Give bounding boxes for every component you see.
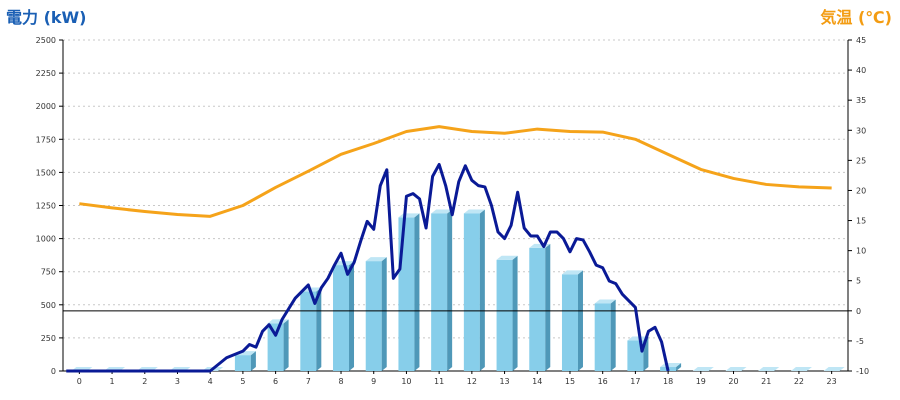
right-tick-label: 35	[856, 96, 866, 105]
bar	[398, 217, 415, 371]
bar-side	[349, 261, 355, 371]
x-tick-label: 7	[306, 377, 311, 386]
x-tick-label: 14	[532, 377, 542, 386]
right-tick-label: -10	[856, 367, 869, 376]
bar	[234, 355, 251, 371]
bar-side	[414, 213, 420, 371]
bar-top	[431, 209, 453, 214]
right-tick-label: 45	[856, 36, 866, 45]
x-tick-label: 15	[565, 377, 575, 386]
bar	[627, 340, 644, 371]
bar-top	[561, 270, 583, 275]
bar-top	[594, 299, 616, 304]
right-tick-label: 0	[856, 307, 861, 316]
bar	[267, 323, 284, 371]
left-tick-label: 2000	[36, 102, 56, 111]
x-tick-label: 3	[175, 377, 180, 386]
left-tick-label: 2500	[36, 36, 56, 45]
bar-side	[676, 363, 682, 371]
left-tick-label: 750	[41, 268, 56, 277]
x-tick-label: 11	[434, 377, 444, 386]
x-tick-label: 0	[77, 377, 82, 386]
bar	[594, 303, 611, 371]
bar	[463, 213, 480, 371]
bar-top	[758, 367, 780, 371]
x-tick-label: 12	[467, 377, 477, 386]
right-tick-label: -5	[856, 337, 864, 346]
right-tick-label: 15	[856, 217, 866, 226]
bar-side	[283, 319, 289, 371]
bar-side	[316, 287, 322, 371]
bar	[529, 247, 546, 371]
x-tick-label: 10	[401, 377, 411, 386]
bar	[561, 274, 578, 371]
x-tick-label: 22	[794, 377, 804, 386]
x-tick-label: 16	[598, 377, 608, 386]
right-tick-label: 40	[856, 66, 866, 75]
bar	[333, 265, 350, 371]
bar-side	[447, 209, 453, 371]
x-tick-label: 1	[110, 377, 115, 386]
x-tick-label: 6	[273, 377, 278, 386]
x-tick-label: 13	[499, 377, 509, 386]
x-tick-label: 17	[630, 377, 640, 386]
bar-side	[250, 351, 256, 371]
bar-side	[545, 243, 551, 371]
x-tick-label: 2	[142, 377, 147, 386]
bar-top	[725, 367, 747, 371]
right-axis-title: 気温 (℃)	[820, 8, 892, 27]
x-tick-label: 8	[338, 377, 343, 386]
left-tick-label: 1750	[36, 135, 56, 144]
bar-top	[463, 209, 485, 214]
x-tick-label: 9	[371, 377, 376, 386]
bar-top	[365, 257, 387, 262]
bar	[300, 291, 317, 371]
left-tick-label: 2250	[36, 69, 56, 78]
left-tick-label: 1250	[36, 202, 56, 211]
x-tick-label: 5	[240, 377, 245, 386]
x-tick-label: 18	[663, 377, 673, 386]
x-tick-label: 4	[208, 377, 213, 386]
bar-side	[577, 270, 583, 371]
left-axis-title: 電力 (kW)	[6, 8, 87, 27]
bar-side	[381, 257, 387, 371]
bar-side	[512, 255, 518, 371]
x-tick-label: 21	[761, 377, 771, 386]
bar	[496, 259, 513, 371]
left-tick-label: 0	[51, 367, 56, 376]
right-tick-label: 25	[856, 156, 866, 165]
bar-side	[479, 209, 485, 371]
bar-top	[790, 367, 812, 371]
temperature-line	[79, 125, 832, 218]
power-line	[66, 162, 670, 373]
right-tick-label: 5	[856, 277, 861, 286]
left-tick-label: 500	[41, 301, 56, 310]
right-tick-label: 30	[856, 126, 866, 135]
x-tick-label: 20	[728, 377, 738, 386]
x-tick-label: 19	[696, 377, 706, 386]
bar-top	[823, 367, 845, 371]
bar	[431, 213, 448, 371]
left-tick-label: 1500	[36, 168, 56, 177]
bar-top	[627, 336, 649, 341]
bar-side	[610, 299, 616, 371]
right-tick-label: 10	[856, 247, 866, 256]
bar-top	[692, 367, 714, 371]
x-tick-label: 23	[827, 377, 837, 386]
left-tick-label: 250	[41, 334, 56, 343]
left-tick-label: 1000	[36, 235, 56, 244]
right-tick-label: 20	[856, 186, 866, 195]
bar-top	[496, 255, 518, 260]
bar	[365, 261, 382, 371]
